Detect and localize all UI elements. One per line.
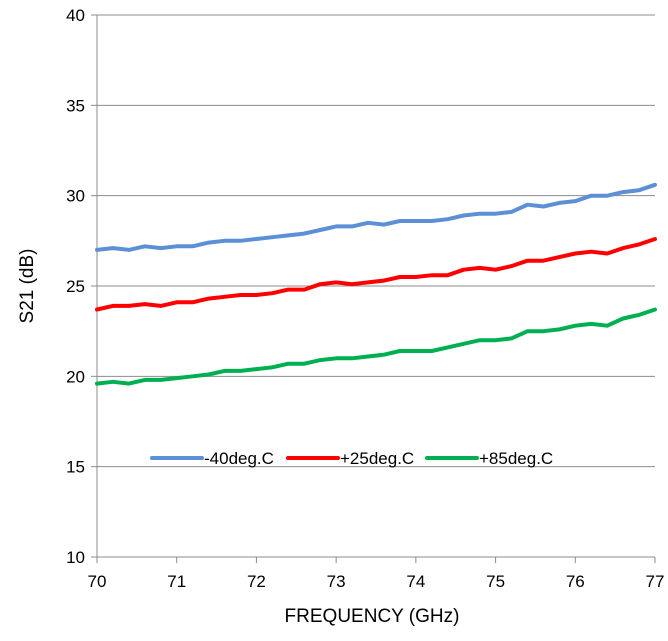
legend-label: +85deg.C bbox=[479, 449, 553, 468]
series-lines bbox=[95, 182, 657, 386]
y-tick-label: 20 bbox=[66, 367, 85, 386]
x-tick-label: 72 bbox=[247, 572, 266, 591]
axes bbox=[91, 14, 656, 563]
gridlines bbox=[97, 14, 655, 468]
x-tick-label: 74 bbox=[406, 572, 425, 591]
series-line-1 bbox=[95, 182, 657, 252]
x-tick-label: 70 bbox=[88, 572, 107, 591]
x-tick-label: 76 bbox=[566, 572, 585, 591]
y-tick-label: 40 bbox=[66, 6, 85, 25]
y-axis-title: S21 (dB) bbox=[17, 249, 38, 324]
legend-label: -40deg.C bbox=[204, 449, 274, 468]
legend-label: +25deg.C bbox=[340, 449, 414, 468]
series-line-3 bbox=[95, 307, 657, 386]
x-tick-label: 75 bbox=[486, 572, 505, 591]
y-tick-label: 35 bbox=[66, 96, 85, 115]
x-tick-label: 77 bbox=[646, 572, 665, 591]
series-line-2 bbox=[95, 237, 657, 312]
x-axis-title: FREQUENCY (GHz) bbox=[285, 606, 460, 627]
tick-labels: 10 15 20 25 30 35 40 70 71 72 73 74 75 76 77 bbox=[66, 6, 664, 591]
x-tick-label: 73 bbox=[327, 572, 346, 591]
legend: -40deg.C +25deg.C +85deg.C bbox=[150, 449, 553, 468]
y-tick-label: 25 bbox=[66, 277, 85, 296]
y-tick-label: 30 bbox=[66, 187, 85, 206]
y-tick-label: 10 bbox=[66, 548, 85, 567]
y-tick-label: 15 bbox=[66, 458, 85, 477]
x-tick-label: 71 bbox=[167, 572, 186, 591]
